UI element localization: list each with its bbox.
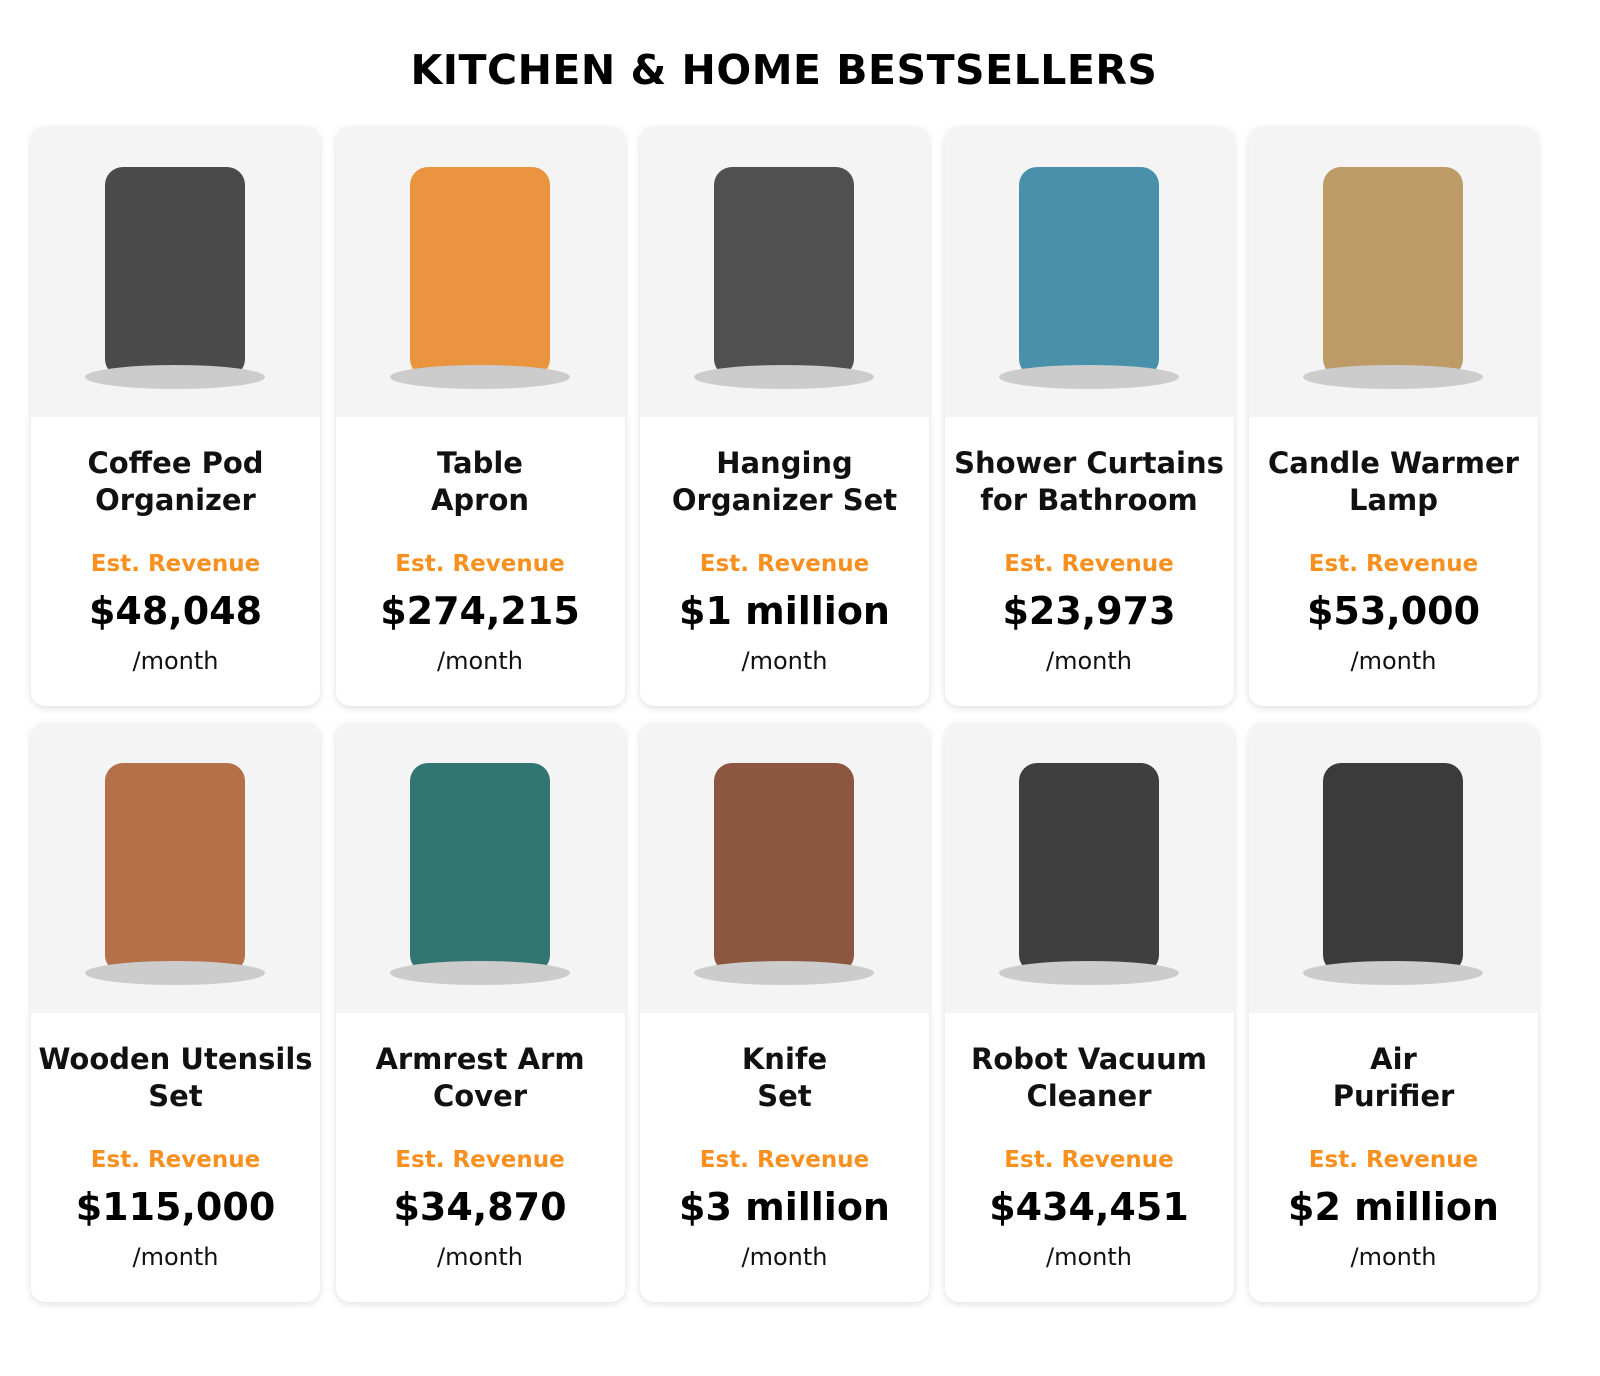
- product-name: Shower Curtains for Bathroom: [954, 446, 1224, 517]
- product-card: Wooden Utensils Set Est. Revenue $115,00…: [31, 723, 320, 1302]
- product-name: Air Purifier: [1332, 1042, 1455, 1113]
- product-name: Candle Warmer Lamp: [1268, 446, 1519, 517]
- revenue-label: Est. Revenue: [395, 1147, 565, 1173]
- revenue-value: $115,000: [75, 1185, 276, 1229]
- robot-vacuum-icon: [944, 723, 1234, 1013]
- revenue-label: Est. Revenue: [699, 1147, 870, 1173]
- product-card: Table Apron Est. Revenue $274,215 /month: [335, 127, 625, 706]
- revenue-period: /month: [132, 647, 219, 675]
- product-name: Armrest Arm Cover: [375, 1042, 585, 1113]
- revenue-label: Est. Revenue: [1004, 1147, 1174, 1173]
- product-name: Robot Vacuum Cleaner: [970, 1042, 1208, 1113]
- revenue-period: /month: [437, 1243, 523, 1271]
- revenue-value: $2 million: [1288, 1185, 1499, 1229]
- revenue-value: $34,870: [393, 1185, 567, 1229]
- revenue-period: /month: [1046, 647, 1132, 675]
- product-name: Wooden Utensils Set: [38, 1042, 313, 1113]
- product-card: Shower Curtains for Bathroom Est. Revenu…: [944, 127, 1234, 706]
- revenue-value: $48,048: [88, 589, 263, 633]
- product-grid: Coffee Pod Organizer Est. Revenue $48,04…: [31, 127, 1538, 1302]
- product-image: [944, 723, 1234, 1013]
- revenue-period: /month: [741, 1243, 828, 1271]
- revenue-period: /month: [1350, 647, 1437, 675]
- product-image: [31, 127, 320, 417]
- product-card: Coffee Pod Organizer Est. Revenue $48,04…: [31, 127, 320, 706]
- product-image: [335, 127, 625, 417]
- product-image: [944, 127, 1234, 417]
- product-name: Hanging Organizer Set: [671, 446, 898, 517]
- revenue-label: Est. Revenue: [699, 551, 870, 577]
- product-name: Coffee Pod Organizer: [87, 446, 264, 517]
- revenue-label: Est. Revenue: [90, 551, 261, 577]
- product-image: [31, 723, 320, 1013]
- product-image: [640, 723, 929, 1013]
- revenue-period: /month: [1046, 1243, 1132, 1271]
- product-card: Armrest Arm Cover Est. Revenue $34,870 /…: [335, 723, 625, 1302]
- product-image: [335, 723, 625, 1013]
- revenue-value: $274,215: [380, 589, 580, 633]
- product-image: [640, 127, 929, 417]
- revenue-label: Est. Revenue: [395, 551, 565, 577]
- revenue-label: Est. Revenue: [1308, 551, 1479, 577]
- revenue-period: /month: [741, 647, 828, 675]
- product-image: [1249, 723, 1538, 1013]
- knife-block-icon: [640, 723, 929, 1013]
- shower-shelves-icon: [640, 127, 929, 417]
- page-title: KITCHEN & HOME BESTSELLERS: [410, 46, 1158, 94]
- revenue-period: /month: [1350, 1243, 1437, 1271]
- revenue-period: /month: [437, 647, 523, 675]
- candle-lamp-icon: [1249, 127, 1538, 417]
- product-name: Knife Set: [741, 1042, 828, 1113]
- product-image: [1249, 127, 1538, 417]
- wooden-spoons-icon: [31, 723, 320, 1013]
- product-card: Knife Set Est. Revenue $3 million /month: [640, 723, 929, 1302]
- product-name: Table Apron: [430, 446, 530, 517]
- apron-box-icon: [335, 127, 625, 417]
- revenue-label: Est. Revenue: [1004, 551, 1174, 577]
- air-purifier-icon: [1249, 723, 1538, 1013]
- coffee-pod-carousel-icon: [31, 127, 320, 417]
- revenue-value: $53,000: [1306, 589, 1481, 633]
- revenue-value: $434,451: [989, 1185, 1189, 1229]
- product-card: Candle Warmer Lamp Est. Revenue $53,000 …: [1249, 127, 1538, 706]
- armrest-cover-icon: [335, 723, 625, 1013]
- product-card: Robot Vacuum Cleaner Est. Revenue $434,4…: [944, 723, 1234, 1302]
- product-card: Hanging Organizer Set Est. Revenue $1 mi…: [640, 127, 929, 706]
- revenue-label: Est. Revenue: [90, 1147, 261, 1173]
- product-card: Air Purifier Est. Revenue $2 million /mo…: [1249, 723, 1538, 1302]
- revenue-value: $1 million: [679, 589, 890, 633]
- sea-turtle-curtain-icon: [944, 127, 1234, 417]
- revenue-value: $3 million: [679, 1185, 890, 1229]
- revenue-value: $23,973: [1002, 589, 1176, 633]
- revenue-period: /month: [132, 1243, 219, 1271]
- revenue-label: Est. Revenue: [1308, 1147, 1479, 1173]
